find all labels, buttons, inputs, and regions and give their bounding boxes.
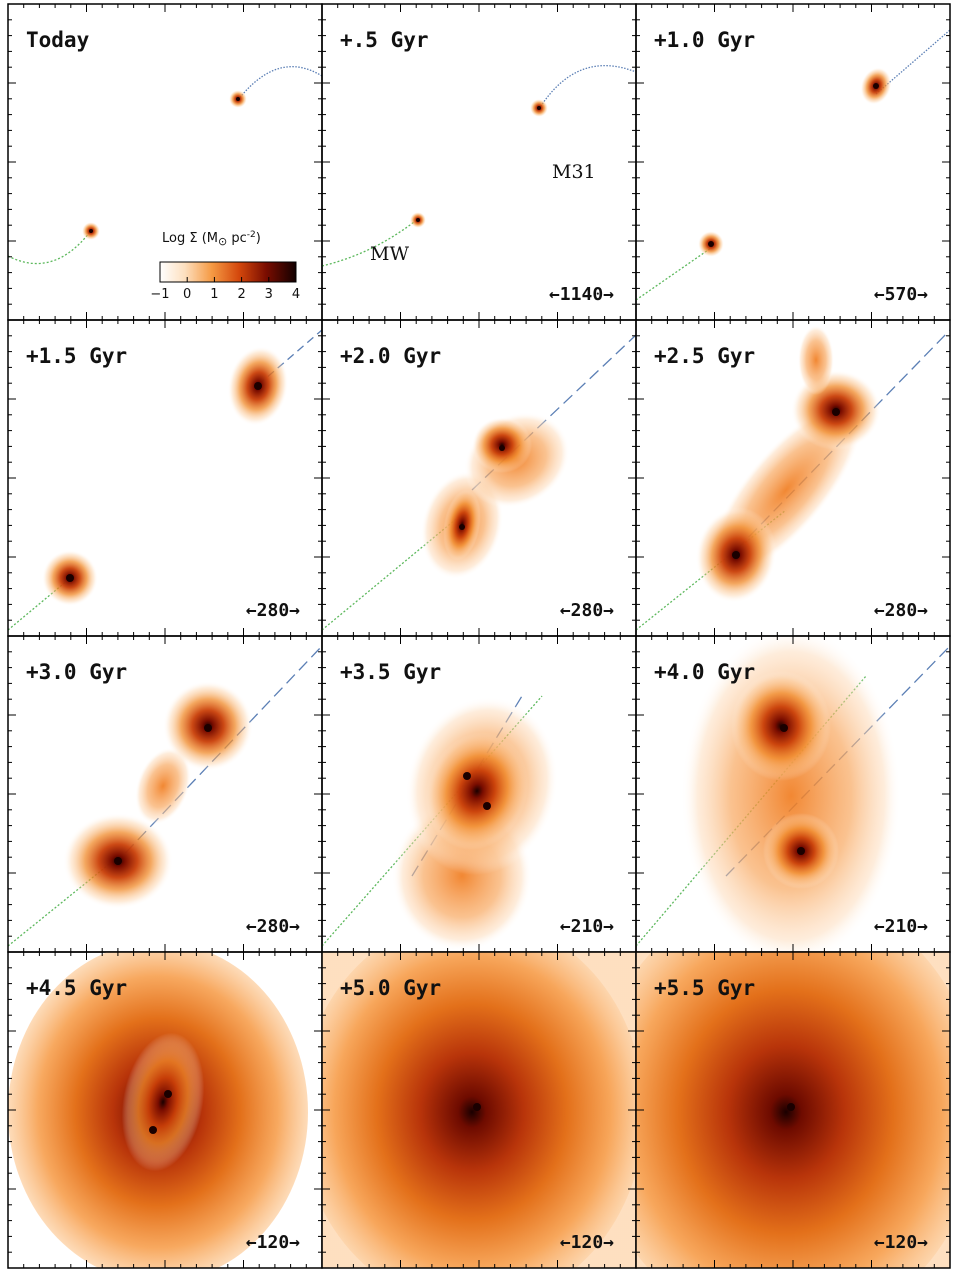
- panel-7: +3.0 Gyr ←280→: [7, 635, 323, 953]
- double-nucleus: [121, 1032, 205, 1172]
- galaxy-core: [254, 382, 262, 390]
- colorbar-tick-label: 4: [292, 287, 300, 302]
- scale-bar-label: ←280→: [560, 600, 614, 621]
- panel-time-label: Today: [26, 28, 90, 52]
- panel-time-label: +3.0 Gyr: [26, 660, 127, 684]
- galaxy-core: [832, 408, 840, 416]
- colorbar-tick-label: 1: [210, 287, 218, 302]
- panel-12: +5.5 Gyr ←120→: [635, 951, 951, 1269]
- panel-8: +3.5 Gyr ←210→: [321, 635, 637, 953]
- tidal-tail: [798, 325, 834, 395]
- galaxy-core: [473, 1103, 481, 1111]
- panel-ticks: [321, 951, 637, 1269]
- panel-content: [8, 645, 322, 947]
- panel-time-label: +1.0 Gyr: [654, 28, 755, 52]
- galaxy-core: [149, 1126, 157, 1134]
- panel-time-label: +4.5 Gyr: [26, 976, 127, 1000]
- galaxy-core: [873, 83, 879, 89]
- panel-ticks: [635, 635, 951, 953]
- panel-4: +1.5 Gyr ←280→: [7, 319, 323, 637]
- colorbar-tick-label: 0: [183, 287, 191, 302]
- colorbar-tick-label: 2: [237, 287, 245, 302]
- galaxy-core: [732, 551, 740, 559]
- panel-content: [322, 65, 636, 267]
- scale-bar-label: ←120→: [246, 1232, 300, 1253]
- galaxy-core: [89, 229, 93, 233]
- scale-bar-label: ←120→: [874, 1232, 928, 1253]
- galaxy-core: [537, 106, 541, 110]
- panel-10: +4.5 Gyr ←120→: [7, 951, 323, 1269]
- panel-content: [636, 636, 950, 952]
- mw-track: [8, 231, 91, 265]
- scale-bar-label: ←280→: [246, 600, 300, 621]
- panel-ticks: [321, 319, 637, 637]
- panel-content: [322, 952, 636, 1268]
- galaxy-core: [416, 218, 420, 222]
- galaxy-core: [204, 724, 212, 732]
- mw-track: [636, 247, 712, 301]
- panel-content: [8, 952, 308, 1268]
- scale-bar-label: ←280→: [874, 600, 928, 621]
- galaxy-core: [797, 847, 805, 855]
- panel-content: [322, 695, 559, 951]
- scale-bar-label: ←120→: [560, 1232, 614, 1253]
- galaxy-core: [780, 724, 788, 732]
- panel-ticks: [635, 951, 951, 1269]
- galaxy-core: [787, 1103, 795, 1111]
- colorbar-tick-label: −1: [150, 287, 169, 302]
- galaxy-core: [459, 524, 465, 530]
- scale-bar-label: ←280→: [246, 916, 300, 937]
- galaxy-core: [164, 1090, 172, 1098]
- panel-time-label: +1.5 Gyr: [26, 344, 127, 368]
- panel-content: [8, 329, 322, 631]
- colorbar-scale: [159, 261, 297, 283]
- merging-pair: [425, 732, 529, 850]
- galaxy-core: [708, 241, 714, 247]
- panel-content: [8, 66, 322, 265]
- panel-6: +2.5 Gyr ←280→: [635, 319, 951, 637]
- panel-9: +4.0 Gyr ←210→: [635, 635, 951, 953]
- m31-track: [237, 66, 322, 101]
- panel-content: [322, 334, 636, 631]
- m31-track: [538, 65, 636, 110]
- panel-5: +2.0 Gyr ←280→: [321, 319, 637, 637]
- galaxy-core: [114, 857, 122, 865]
- panel-3: +1.0 Gyr ←570→: [635, 3, 951, 321]
- panel-time-label: +5.5 Gyr: [654, 976, 755, 1000]
- colorbar-title: Log Σ (M⊙ pc-2): [162, 230, 261, 248]
- panel-time-label: +2.5 Gyr: [654, 344, 755, 368]
- galaxy-core: [499, 445, 505, 451]
- m31-label: M31: [552, 161, 596, 183]
- panel-time-label: +3.5 Gyr: [340, 660, 441, 684]
- panel-content: [636, 325, 950, 631]
- colorbar-tick-label: 3: [265, 287, 273, 302]
- panel-time-label: +5.0 Gyr: [340, 976, 441, 1000]
- scale-bar-label: ←210→: [560, 916, 614, 937]
- panel-content: [636, 29, 950, 301]
- panel-content: [636, 952, 950, 1268]
- galaxy-core: [236, 97, 240, 101]
- panel-time-label: +2.0 Gyr: [340, 344, 441, 368]
- panel-time-label: +.5 Gyr: [340, 28, 429, 52]
- panel-time-label: +4.0 Gyr: [654, 660, 755, 684]
- colorbar: Log Σ (M⊙ pc-2) −1 0 1 2 3 4: [150, 230, 300, 302]
- tidal-bridge: [134, 747, 192, 825]
- galaxy-core: [66, 574, 74, 582]
- panel-11: +5.0 Gyr ←120→: [321, 951, 637, 1269]
- mw-label: MW: [370, 243, 409, 265]
- galaxy-core: [463, 772, 471, 780]
- scale-bar-label: ←570→: [874, 284, 928, 305]
- galaxy-core: [483, 802, 491, 810]
- scale-bar-label: ←210→: [874, 916, 928, 937]
- scale-bar-label: ←1140→: [549, 284, 614, 305]
